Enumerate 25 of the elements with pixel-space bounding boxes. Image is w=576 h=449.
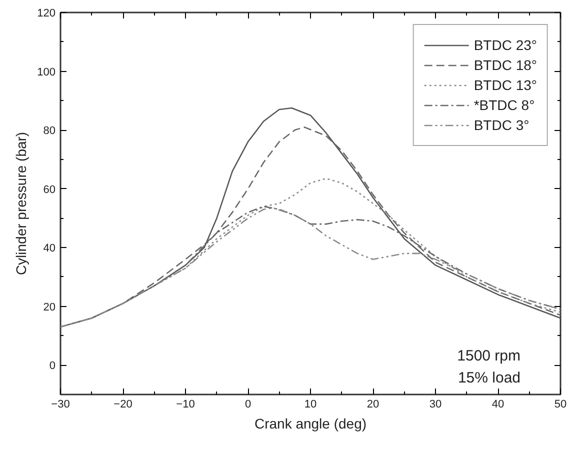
x-tick-label: −10 [176,398,195,410]
y-axis-title: Cylinder pressure (bar) [13,132,30,276]
x-tick-label: 40 [492,398,504,410]
y-tick-label: 0 [49,360,56,372]
legend-label: BTDC 18° [474,57,537,73]
y-tick-label: 20 [43,301,56,314]
y-tick-label: 80 [43,125,56,138]
x-tick-label: 50 [554,398,567,410]
x-tick-label: 0 [244,398,252,410]
y-tick-label: 100 [37,66,56,78]
x-tick-label: 30 [429,398,442,410]
annotation: 15% load [458,370,521,386]
annotation: 1500 rpm [457,348,521,364]
x-tick-label: −20 [114,398,132,410]
legend-label: *BTDC 8° [474,97,535,113]
legend-label: BTDC 3° [474,117,530,133]
x-tick-label: −30 [51,398,70,410]
y-tick-label: 60 [43,184,56,196]
y-tick-label: 40 [43,242,56,255]
x-axis-title: Crank angle (deg) [254,416,367,432]
legend-label: BTDC 13° [474,77,537,93]
x-tick-label: 10 [304,398,317,410]
y-tick-label: 120 [37,8,56,20]
x-tick-label: 20 [366,398,380,410]
legend-label: BTDC 23° [474,37,537,53]
